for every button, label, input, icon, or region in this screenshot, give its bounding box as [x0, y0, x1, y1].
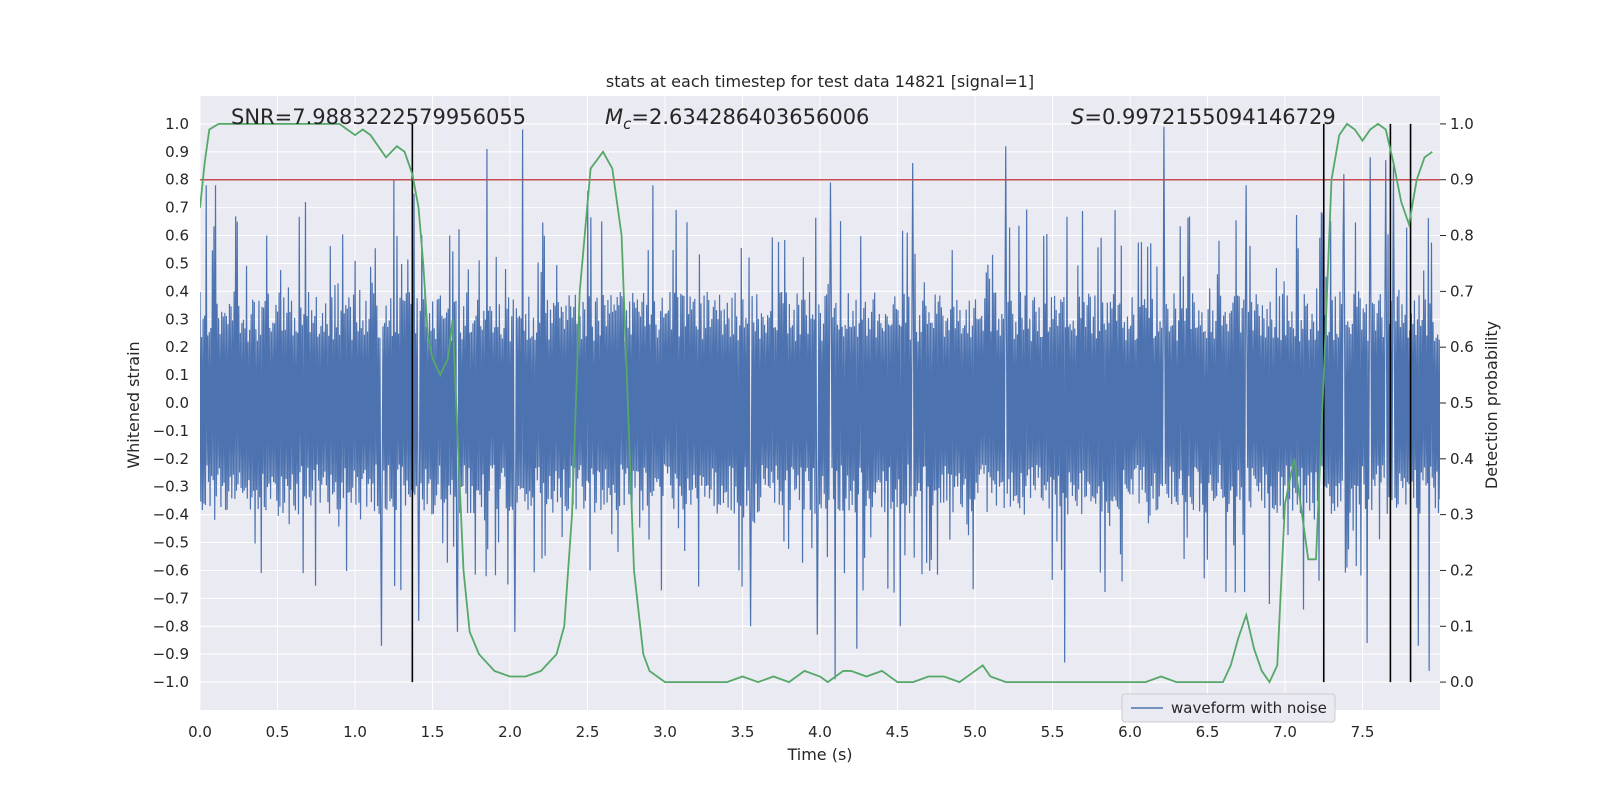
legend-box	[1121, 693, 1336, 723]
y-tick-label: −0.4	[153, 506, 189, 524]
y-right-tick-label: 0.6	[1450, 338, 1474, 356]
probability-line	[200, 122, 1433, 684]
y-right-tick-label: 0.1	[1450, 617, 1474, 635]
waveform-series	[200, 126, 1440, 680]
y-tick-label: −0.2	[153, 450, 189, 468]
mc-symbol: M	[605, 105, 623, 129]
y-right-tick-label: 0.3	[1450, 506, 1474, 524]
mc-subscript: c	[623, 115, 632, 133]
x-tick-label: 2.0	[498, 723, 522, 741]
probability-series	[200, 122, 1433, 684]
y-tick-label: 0.2	[165, 338, 189, 356]
x-tick-label: 5.0	[963, 723, 987, 741]
y-tick-label: 1.0	[165, 115, 189, 133]
x-tick-label: 4.0	[808, 723, 832, 741]
right-axis-ticks: 1.0 0.9 0.8 0.7 0.6 0.5 0.4 0.3 0.2 0.1 0.0	[1440, 115, 1474, 691]
s-value: =0.9972155094146729	[1084, 105, 1335, 129]
y-tick-label: 0.7	[165, 199, 189, 217]
y-tick-label: 0.6	[165, 227, 189, 245]
y-tick-label: 0.3	[165, 310, 189, 328]
chart-title: stats at each timestep for test data 148…	[606, 72, 1034, 91]
y-right-tick-label: 0.9	[1450, 171, 1474, 189]
x-tick-label: 2.5	[576, 723, 600, 741]
x-tick-label: 7.5	[1351, 723, 1375, 741]
y-tick-label: −0.5	[153, 534, 189, 552]
x-tick-label: 7.0	[1273, 723, 1297, 741]
x-tick-label: 1.0	[343, 723, 367, 741]
y-tick-label: 0.0	[165, 394, 189, 412]
left-axis-ticks: 1.0 0.9 0.8 0.7 0.6 0.5 0.4 0.3 0.2 0.1 0.0 −0.1 −0.…	[153, 115, 189, 691]
y-tick-label: −1.0	[153, 673, 189, 691]
y-axis-label: Whitened strain	[124, 341, 143, 468]
y-tick-label: 0.5	[165, 254, 189, 272]
waveform-line	[200, 126, 1440, 680]
y-tick-label: 0.9	[165, 143, 189, 161]
x-tick-label: 0.0	[188, 723, 212, 741]
y-right-tick-label: 1.0	[1450, 115, 1474, 133]
y-right-tick-label: 0.7	[1450, 282, 1474, 300]
y-right-tick-label: 0.5	[1450, 394, 1474, 412]
y-tick-label: −0.3	[153, 478, 189, 496]
y-tick-label: 0.4	[165, 282, 189, 300]
y-tick-label: −0.8	[153, 617, 189, 635]
legend-entry: waveform with noise	[1171, 699, 1327, 717]
x-tick-label: 3.0	[653, 723, 677, 741]
x-tick-label: 0.5	[266, 723, 290, 741]
x-tick-label: 4.5	[886, 723, 910, 741]
legend: waveform with noise	[1121, 693, 1336, 723]
s-symbol: S	[1071, 105, 1084, 129]
x-tick-label: 6.5	[1196, 723, 1220, 741]
y-right-tick-label: 0.0	[1450, 673, 1474, 691]
chirp-mass-annotation: Mc=2.634286403656006	[605, 105, 869, 133]
y-tick-label: 0.1	[165, 366, 189, 384]
mc-value: =2.634286403656006	[631, 105, 869, 129]
y-tick-label: 0.8	[165, 171, 189, 189]
y-tick-label: −0.6	[153, 561, 189, 579]
y-tick-label: −0.9	[153, 645, 189, 663]
x-tick-label: 6.0	[1118, 723, 1142, 741]
x-tick-label: 5.5	[1041, 723, 1065, 741]
y-right-tick-label: 0.8	[1450, 227, 1474, 245]
x-axis-label: Time (s)	[786, 745, 852, 764]
y-tick-label: −0.1	[153, 422, 189, 440]
x-tick-label: 3.5	[731, 723, 755, 741]
x-tick-label: 1.5	[421, 723, 445, 741]
snr-annotation: SNR=7.9883222579956055	[231, 105, 526, 129]
y-right-tick-label: 0.2	[1450, 561, 1474, 579]
score-annotation: S=0.9972155094146729	[1071, 105, 1336, 129]
right-y-axis-label: Detection probability	[1482, 321, 1501, 489]
y-tick-label: −0.7	[153, 589, 189, 607]
y-right-tick-label: 0.4	[1450, 450, 1474, 468]
x-axis-ticks: 0.0 0.5 1.0 1.5 2.0 2.5 3.0 3.5 4.0 4.5 5.0 5.5 6.0 6…	[188, 723, 1374, 741]
